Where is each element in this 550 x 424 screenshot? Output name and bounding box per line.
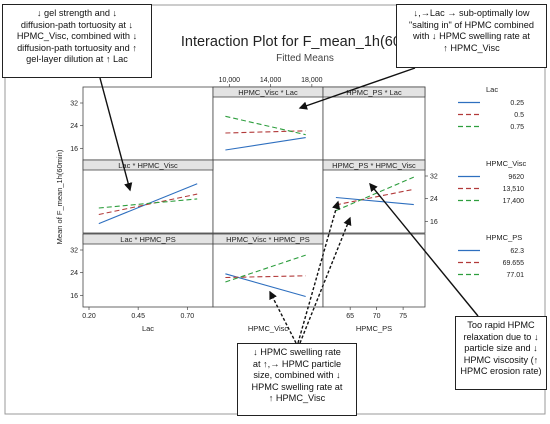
legend-title: HPMC_PS [486,233,522,242]
series-line-7701 [225,254,306,283]
legend-entry: 0.75 [510,124,524,131]
arrow-to-ps-visc-panel [369,182,479,317]
panel-title: HPMC_Visc * Lac [238,88,298,97]
annotation-line: HPMC_Visc, combined with ↓ [16,31,138,42]
panel-header-strip [322,86,426,98]
annotation-line: HPMC erosion rate) [460,366,542,377]
y-axis-label: Mean of F_mean_1h(60min) [55,149,64,244]
x-axis-label: HPMC_Visc [248,324,289,333]
series-line-69655 [225,275,306,279]
x-tick-label: 0.70 [181,313,195,320]
series-line-17400 [98,198,198,209]
annotation-line: ↑ HPMC_Visc [268,393,326,404]
annotation-line: gel-layer dilution at ↑ Lac [26,54,128,65]
annotation-line: at ↑,→ HPMC particle [252,358,342,369]
annotation-line: HPMC viscosity (↑ [463,354,539,365]
annotation-line: ↓ HPMC swelling rate [253,347,341,357]
chart-title: Interaction Plot for F_mean_1h(60min) [181,34,429,50]
legend-entry: 77.01 [506,272,524,279]
y-tick-label: 16 [430,219,438,226]
panel-title: Lac * HPMC_Visc [118,161,178,170]
annotation-arrows [99,67,479,344]
y-tick-label: 32 [70,248,78,255]
x-tick-label: 10,000 [219,77,241,84]
arrow-to-ps-visc-panel-a [297,200,341,344]
arrow-to-visc-ps-panel [269,290,297,344]
x-tick-label: 0.45 [131,313,145,320]
x-tick-label: 70 [373,313,381,320]
legend-title: Lac [486,85,498,94]
series-line-075 [225,115,306,136]
series-line-13510 [98,193,198,216]
series-line-623 [225,273,306,298]
series-line-025 [225,137,306,151]
arrow-to-ps-visc-panel-b [299,216,352,344]
chart-subtitle: Fitted Means [276,53,334,64]
series-line-9620 [335,196,414,206]
plot-cell [82,233,214,308]
plot-cell [212,233,324,308]
legend-entry: 17,400 [503,198,525,205]
annotation-line: ↓ gel strength and ↓ [36,8,118,18]
x-tick-label: 18,000 [301,77,323,84]
y-tick-label: 24 [70,123,78,130]
annotation-line: diffusion-path tortuosity at ↓ [20,19,134,30]
legend-entry: 69.655 [503,260,525,267]
annotation-box-swelling: ↓ HPMC swelling rate at ↑,→ HPMC particl… [237,343,357,416]
y-tick-label: 32 [430,174,438,181]
series-line-13510 [335,188,414,206]
arrow-to-visc-lac-panel [298,67,416,110]
panel-grid: HPMC_Visc * Lac HPMC_PS * Lac Lac * HPMC_V… [55,77,527,333]
annotation-box-lac-visc: ↓ gel strength and ↓ diffusion-path tort… [2,4,152,78]
annotation-box-salting-in: ↓,→Lac → sub-optimally low "salting in" … [396,4,547,68]
y-tick-label: 32 [70,101,78,108]
legend-title: HPMC_Visc [486,159,527,168]
arrow-to-lac-visc-panel [99,77,133,192]
legend-entry: 0.5 [514,112,524,119]
panel-title: HPMC_PS * HPMC_Visc [332,161,416,170]
plot-cell [322,233,426,308]
x-axis-label: Lac [142,324,154,333]
x-tick-label: 75 [399,313,407,320]
annotation-box-relaxation: Too rapid HPMC relaxation due to ↓ parti… [455,316,547,390]
annotation-line: particle size and ↓ [464,343,538,354]
y-tick-label: 16 [70,293,78,300]
x-axis-label: HPMC_PS [356,324,392,333]
y-tick-label: 24 [430,196,438,203]
annotation-line: Too rapid HPMC [467,320,535,330]
plot-cell [322,159,426,234]
annotation-line: "salting in" of HPMC combined [409,19,534,30]
panel-title: HPMC_Visc * HPMC_PS [226,235,310,244]
legend-entry: 62.3 [510,248,524,255]
series-line-17400 [335,176,415,212]
annotation-line: HPMC swelling rate at [251,381,343,392]
legend-entry: 9620 [508,174,524,181]
plot-cell [212,159,324,234]
x-tick-label: 14,000 [260,77,282,84]
annotation-line: relaxation due to ↓ [463,331,539,342]
annotation-line: size, combined with ↓ [253,370,341,381]
annotation-line: ↓,→Lac → sub-optimally low [413,8,530,18]
annotation-line: with ↓ HPMC swelling rate at [413,31,530,42]
panel-header-strip [212,233,324,245]
legend-entry: 13,510 [503,186,525,193]
legend-entry: 0.25 [510,100,524,107]
plot-cell [212,86,324,161]
plot-cell [82,86,214,161]
y-tick-label: 16 [70,146,78,153]
plot-cell [322,86,426,161]
y-tick-label: 24 [70,270,78,277]
panel-header-strip [322,159,426,171]
panel-title: Lac * HPMC_PS [120,235,175,244]
annotation-line: diffusion-path tortuosity and ↑ [17,42,137,53]
panel-header-strip [82,159,214,171]
annotation-line: ↑ HPMC_Visc [443,42,500,53]
panel-title: HPMC_PS * Lac [346,88,402,97]
x-tick-label: 0.20 [82,313,96,320]
x-tick-label: 65 [346,313,354,320]
